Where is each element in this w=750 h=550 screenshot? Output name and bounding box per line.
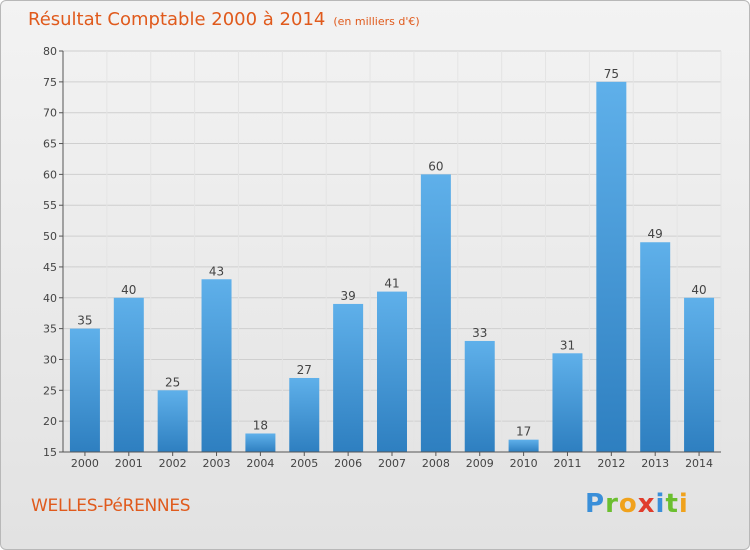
y-tick-label: 30 [43, 353, 57, 366]
bar [420, 174, 451, 452]
bar-value-label: 33 [472, 326, 487, 340]
bar [333, 303, 364, 452]
brand-logo: Proxiti [585, 489, 689, 519]
brand-letter: P [585, 489, 606, 519]
y-tick-label: 40 [43, 292, 57, 305]
brand-letter: r [605, 489, 619, 519]
bar-value-label: 60 [428, 159, 443, 173]
bar-value-label: 25 [165, 375, 180, 389]
bar-value-label: 18 [253, 418, 268, 432]
y-tick-label: 50 [43, 230, 57, 243]
axes: 15 20 25 30 35 40 45 50 55 60 65 70 75 80 2000 2001 2002… [43, 45, 721, 470]
y-tick-label: 45 [43, 261, 57, 274]
chart-title: Résultat Comptable 2000 à 2014 (en millie… [28, 9, 420, 30]
y-tick-label: 80 [43, 45, 57, 58]
y-tick-label: 70 [43, 107, 57, 120]
bar [552, 353, 583, 452]
x-tick-label: 2003 [203, 457, 231, 470]
y-tick-label: 60 [43, 168, 57, 181]
brand-letter: i [678, 489, 689, 519]
bar-value-label: 75 [604, 67, 619, 81]
x-tick-label: 2005 [290, 457, 318, 470]
bar [289, 377, 320, 452]
bar [113, 297, 144, 452]
y-tick-label: 65 [43, 138, 57, 151]
x-tick-label: 2012 [597, 457, 625, 470]
brand-letter: x [637, 489, 656, 519]
bar-value-label: 49 [648, 227, 663, 241]
x-tick-label: 2014 [685, 457, 713, 470]
x-tick-label: 2001 [115, 457, 143, 470]
bar [201, 279, 232, 452]
chart-title-unit: (en milliers d'€) [333, 15, 420, 28]
x-tick-label: 2008 [422, 457, 450, 470]
x-tick-label: 2007 [378, 457, 406, 470]
x-tick-label: 2010 [510, 457, 538, 470]
x-tick-label: 2013 [641, 457, 669, 470]
x-tick-label: 2002 [159, 457, 187, 470]
bar [157, 390, 188, 452]
x-tick-label: 2011 [553, 457, 581, 470]
brand-letter: i [655, 489, 666, 519]
bar-value-label: 17 [516, 425, 531, 439]
y-tick-label: 20 [43, 415, 57, 428]
y-tick-label: 25 [43, 384, 57, 397]
bar [464, 340, 495, 452]
bar [245, 433, 276, 452]
x-tick-label: 2004 [246, 457, 274, 470]
bar-value-label: 39 [340, 289, 355, 303]
location-name: WELLES-PéRENNES [31, 496, 191, 516]
y-tick-label: 75 [43, 76, 57, 89]
bar-value-label: 35 [77, 314, 92, 328]
bar [69, 328, 100, 452]
bars: 35 40 25 43 18 27 39 41 60 33 17 31 75 49 40 [69, 67, 715, 452]
bar-value-label: 41 [384, 277, 399, 291]
x-tick-label: 2006 [334, 457, 362, 470]
bar-value-label: 31 [560, 338, 575, 352]
bar-value-label: 40 [121, 283, 136, 297]
brand-letter: t [665, 489, 679, 519]
bar [640, 242, 671, 452]
bar [596, 81, 627, 452]
bar-value-label: 43 [209, 264, 224, 278]
y-tick-label: 15 [43, 446, 57, 459]
x-tick-label: 2009 [466, 457, 494, 470]
y-tick-label: 35 [43, 323, 57, 336]
bar-value-label: 40 [691, 283, 706, 297]
x-tick-label: 2000 [71, 457, 99, 470]
y-tick-label: 55 [43, 199, 57, 212]
chart-title-main: Résultat Comptable 2000 à 2014 [28, 9, 326, 30]
bar [377, 291, 407, 452]
brand-letter: o [618, 489, 638, 519]
bar-value-label: 27 [297, 363, 312, 377]
bar [508, 439, 539, 452]
bar [684, 297, 715, 452]
